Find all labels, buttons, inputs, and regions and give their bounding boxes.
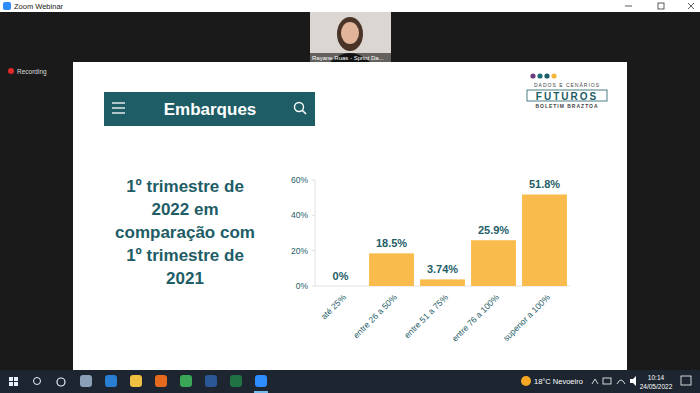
taskbar-app[interactable] — [155, 375, 167, 387]
menu-icon — [112, 112, 125, 113]
taskbar-background — [0, 370, 700, 393]
cortana-button[interactable] — [57, 378, 65, 386]
active-indicator — [254, 391, 268, 393]
tick-mark — [312, 215, 315, 216]
name-plate — [310, 53, 391, 62]
logo-dot — [530, 73, 535, 78]
menu-icon — [112, 107, 125, 108]
start-button[interactable] — [14, 382, 18, 386]
page: Zoom Webinar Rayane Ruas - Sprint Da... Re… — [0, 0, 700, 393]
logo-dot — [544, 73, 549, 78]
weather: 18°C Nevoeiro — [534, 377, 583, 386]
tick-mark — [312, 180, 315, 181]
logo: DADOS E CENÁRIOS FUTUROSBOLETIM BRAZTOA — [527, 73, 607, 109]
search-button[interactable] — [34, 378, 41, 385]
bar — [471, 240, 516, 286]
logo-dot — [537, 73, 542, 78]
data-label: 0% — [333, 270, 349, 282]
clock-date: 24/05/2022 — [640, 383, 673, 390]
menu-icon — [112, 102, 125, 103]
logo-frame — [527, 90, 607, 101]
tray-icon — [617, 380, 625, 384]
tick-mark — [312, 250, 315, 251]
slide-header: Embarques — [104, 92, 315, 126]
recording-dot — [8, 68, 14, 74]
taskbar-app[interactable] — [130, 375, 142, 387]
x-tick-label: entre 76 a 100% — [450, 292, 501, 343]
clock-time: 10:14 — [648, 374, 665, 381]
bar — [522, 194, 567, 286]
data-label: 51.8% — [529, 178, 560, 190]
face — [341, 22, 359, 44]
notification-button[interactable] — [681, 376, 691, 385]
taskbar: 18°C Nevoeiro 10:14 24/05/2022 — [0, 370, 700, 393]
weather-icon — [521, 376, 531, 386]
data-label: 25.9% — [478, 224, 509, 236]
data-label: 3.74% — [427, 263, 458, 275]
video-wall — [310, 12, 391, 62]
heading: 1º trimestre de 2022 em comparação com 1º t… — [115, 177, 255, 288]
y-tick-label: 0% — [296, 281, 309, 291]
x-tick-label: superior a 100% — [501, 292, 552, 343]
logo-tagline: BOLETIM BRAZTOA — [535, 103, 598, 109]
header-box — [104, 92, 315, 126]
video-tile: Rayane Ruas - Sprint Da... — [310, 12, 391, 62]
heading-line: 1º trimestre de — [126, 246, 244, 265]
search-icon — [295, 103, 304, 112]
recording-label: Recording — [17, 68, 47, 76]
taskbar-app[interactable] — [230, 375, 242, 387]
hair — [337, 17, 363, 51]
heading-line: 2021 — [166, 269, 204, 288]
window-background — [0, 0, 700, 393]
search-icon — [303, 111, 307, 115]
window-title: Zoom Webinar — [14, 2, 64, 11]
bar — [369, 253, 414, 286]
bars — [369, 194, 567, 286]
y-axis — [315, 180, 316, 286]
chart: 0% 20% 40% 60% 0% até 25% 18.5% entre 26 a 50% 3… — [291, 175, 570, 344]
maximize-button[interactable] — [658, 3, 664, 9]
title-bar — [0, 0, 700, 12]
y-tick-label: 60% — [291, 175, 308, 185]
start-button[interactable] — [9, 382, 13, 386]
x-tick-label: até 25% — [319, 292, 348, 321]
bar — [318, 286, 363, 287]
logo-subtitle: DADOS E CENÁRIOS — [534, 82, 600, 88]
video-background — [310, 12, 391, 62]
data-label: 18.5% — [376, 237, 407, 249]
slide — [73, 62, 627, 370]
participant-name: Rayane Ruas - Sprint Da... — [312, 55, 384, 61]
tray-icon — [603, 378, 611, 384]
heading-line: 1º trimestre de — [126, 177, 244, 196]
taskbar-app[interactable] — [255, 375, 267, 387]
taskbar-app[interactable] — [205, 375, 217, 387]
minimize-button[interactable] — [625, 6, 632, 7]
x-tick-label: entre 26 a 50% — [351, 292, 399, 340]
tray-icon — [630, 376, 636, 386]
x-tick-label: entre 51 a 75% — [402, 292, 450, 340]
bar — [420, 279, 465, 286]
y-tick-label: 40% — [291, 210, 308, 220]
tick-mark — [312, 286, 315, 287]
start-button[interactable] — [14, 377, 18, 381]
close-button[interactable] — [688, 3, 694, 9]
heading-line: 2022 em — [151, 200, 218, 219]
tray-chevron[interactable] — [592, 379, 598, 384]
taskbar-app[interactable] — [180, 375, 192, 387]
logo-dot — [551, 73, 556, 78]
taskbar-app[interactable] — [80, 375, 92, 387]
header-title: Embarques — [164, 100, 257, 119]
start-button[interactable] — [9, 377, 13, 381]
zoom-icon — [3, 2, 11, 10]
labels: 0% até 25% 18.5% entre 26 a 50% 3.74% entre 5… — [319, 178, 561, 343]
taskbar-app[interactable] — [105, 375, 117, 387]
y-tick-label: 20% — [291, 246, 308, 256]
heading-line: comparação com — [115, 223, 255, 242]
logo-brand: FUTUROS — [536, 91, 598, 102]
